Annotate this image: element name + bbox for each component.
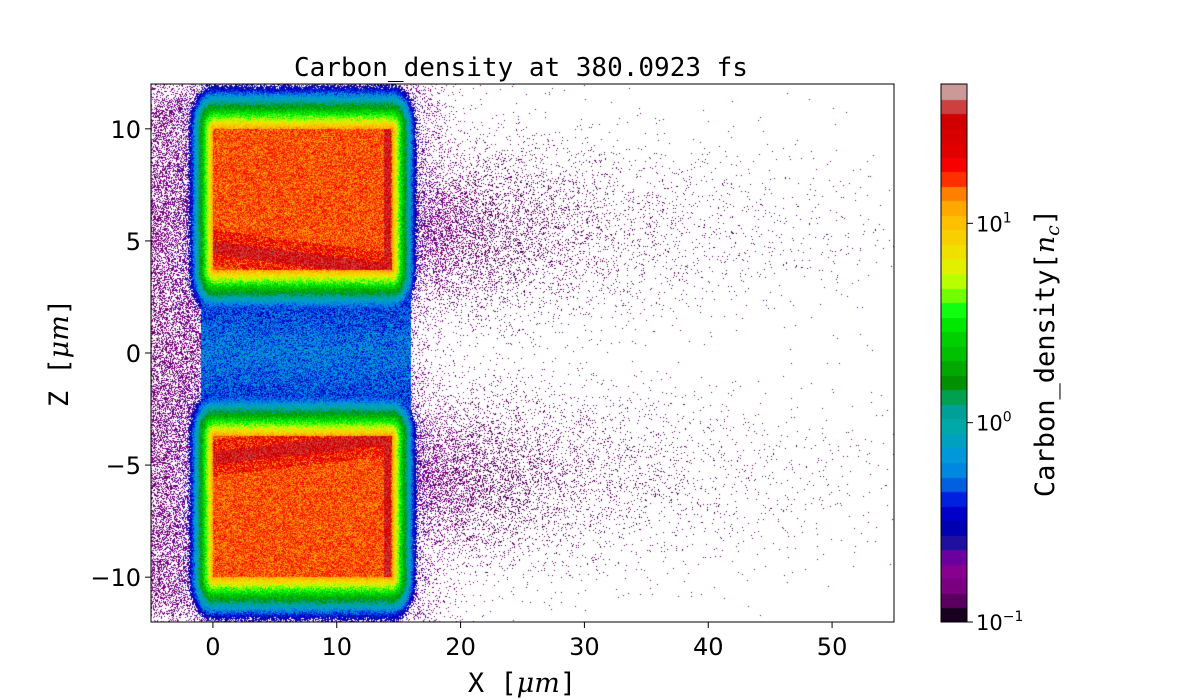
colorbar-label: Carbon_density[nc] xyxy=(1030,209,1064,497)
x-tick-label: 0 xyxy=(205,633,220,661)
x-tick-label: 20 xyxy=(445,633,476,661)
y-label-unit: μm xyxy=(44,315,75,358)
colorbar-tick-label: 100 xyxy=(976,410,1012,436)
x-tick-label: 50 xyxy=(817,633,848,661)
x-label-text: X [ xyxy=(468,668,517,699)
colorbar-label-text: Carbon_density[ xyxy=(1030,253,1061,497)
colorbar-tick-label: 10−1 xyxy=(976,609,1023,635)
colorbar-label-unit: n xyxy=(1030,236,1061,253)
x-ticks: 0 10 20 30 40 50 xyxy=(205,622,847,661)
y-tick-label: −5 xyxy=(106,452,141,480)
y-label-close: ] xyxy=(44,299,75,315)
colorbar-tick-label: 101 xyxy=(976,210,1012,236)
colorbar-label-close: ] xyxy=(1030,209,1061,225)
y-tick-label: −10 xyxy=(90,564,141,592)
y-ticks: 10 5 0 −5 −10 xyxy=(90,116,151,592)
y-label-text: Z [ xyxy=(44,358,75,407)
y-tick-label: 0 xyxy=(126,340,141,368)
x-label-unit: μm xyxy=(517,668,560,699)
colorbar-frame xyxy=(940,83,968,623)
density-heatmap xyxy=(151,84,894,622)
y-axis-label: Z [μm] xyxy=(44,299,75,407)
x-tick-label: 10 xyxy=(321,633,352,661)
y-tick-label: 5 xyxy=(126,228,141,256)
colorbar-ticks: 101 100 10−1 xyxy=(967,210,1023,635)
x-axis-label: X [μm] xyxy=(468,668,576,699)
y-tick-label: 10 xyxy=(110,116,141,144)
x-tick-label: 30 xyxy=(569,633,600,661)
colorbar-label-unit-sub: c xyxy=(1042,225,1064,236)
chart-title: Carbon_density at 380.0923 fs xyxy=(294,53,748,83)
plot-frame xyxy=(150,83,895,623)
colorbar xyxy=(941,84,967,622)
x-label-close: ] xyxy=(560,668,576,699)
x-tick-label: 40 xyxy=(693,633,724,661)
